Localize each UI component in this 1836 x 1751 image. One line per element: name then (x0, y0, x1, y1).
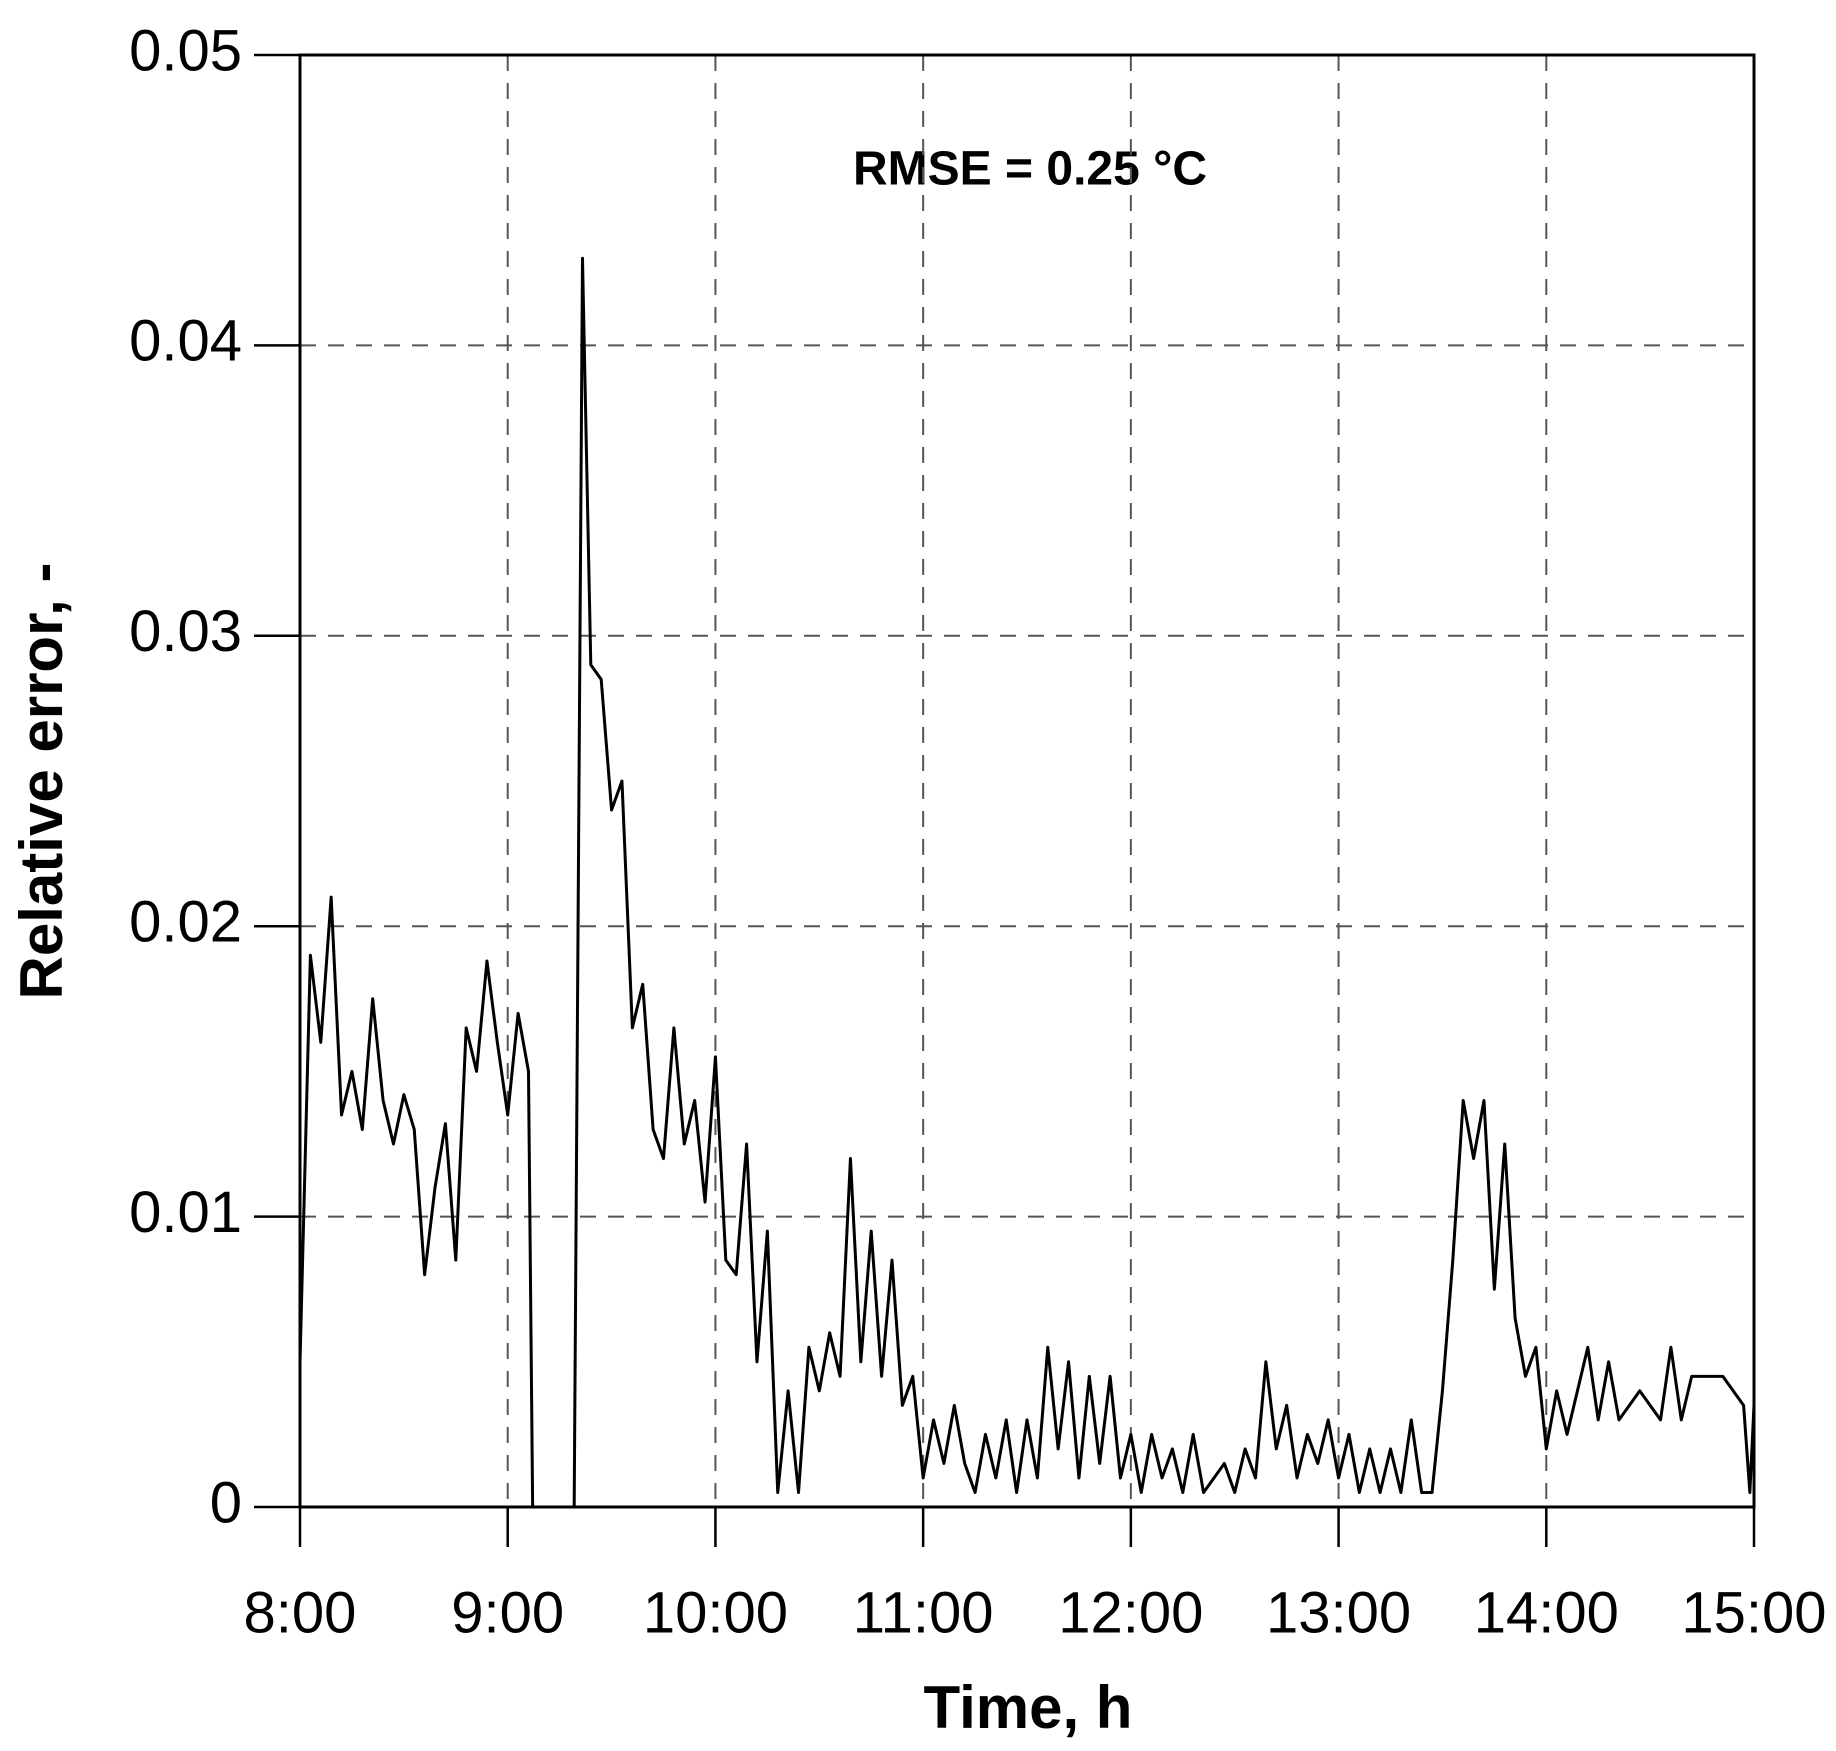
x-tick-label: 12:00 (1058, 1580, 1203, 1645)
plot-frame (298, 53, 1756, 1509)
y-axis-title: Relative error, - (8, 563, 75, 1000)
x-tick-label: 10:00 (643, 1580, 788, 1645)
x-axis-title: Time, h (924, 1674, 1133, 1741)
data-line (298, 256, 1756, 1509)
y-tick-label: 0.04 (129, 309, 242, 374)
x-tick-label: 9:00 (451, 1580, 564, 1645)
y-tick-label: 0.01 (129, 1180, 242, 1245)
annotation: RMSE = 0.25 °C (853, 143, 1207, 196)
y-tick-label: 0.03 (129, 599, 242, 664)
x-tick-label: 13:00 (1266, 1580, 1411, 1645)
y-tick-label: 0.02 (129, 890, 242, 955)
x-tick-label: 8:00 (244, 1580, 357, 1645)
x-tick-label: 15:00 (1681, 1580, 1826, 1645)
y-tick-label: 0.05 (129, 18, 242, 83)
y-tick-label: 0 (210, 1470, 242, 1535)
x-tick-label: 14:00 (1474, 1580, 1619, 1645)
x-tick-label: 11:00 (853, 1580, 994, 1645)
